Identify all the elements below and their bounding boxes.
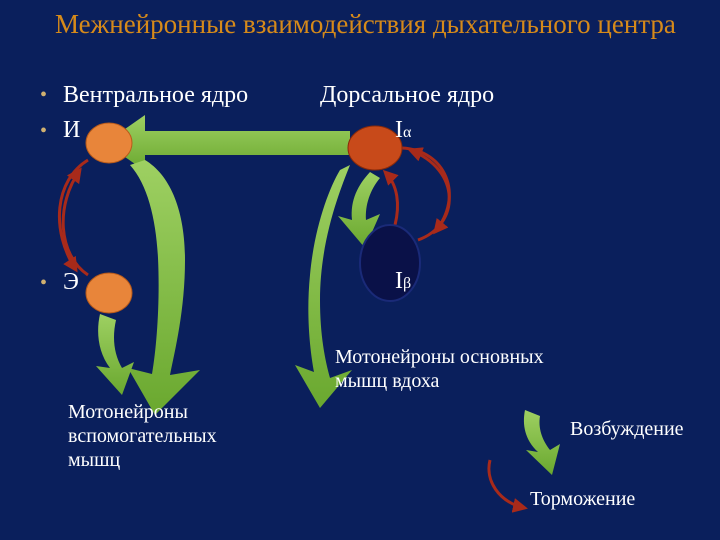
node-E bbox=[86, 273, 132, 313]
diagram-stage: Межнейронные взаимодействия дыхательного… bbox=[0, 0, 720, 540]
label-E: Э bbox=[63, 269, 79, 296]
label-moto-main: Мотонейроны основных мышц вдоха bbox=[335, 345, 544, 393]
node-Ialpha bbox=[348, 126, 402, 170]
label-ventral: Вентральное ядро bbox=[63, 82, 248, 109]
bullet-icon: • bbox=[40, 120, 47, 143]
label-moto-aux: Мотонейроны вспомогательных мышц bbox=[68, 400, 217, 472]
label-dorsal: Дорсальное ядро bbox=[320, 82, 494, 109]
bullet-icon: • bbox=[40, 84, 47, 107]
slide-title: Межнейронные взаимодействия дыхательного… bbox=[55, 8, 675, 40]
legend-excite-label: Возбуждение bbox=[570, 418, 684, 441]
label-Ialpha: Iα bbox=[395, 117, 411, 144]
legend-inhibit-label: Торможение bbox=[530, 488, 635, 511]
bullet-icon: • bbox=[40, 272, 47, 295]
node-I bbox=[86, 123, 132, 163]
label-I: И bbox=[63, 117, 80, 144]
label-Ibeta: Iβ bbox=[395, 268, 411, 295]
